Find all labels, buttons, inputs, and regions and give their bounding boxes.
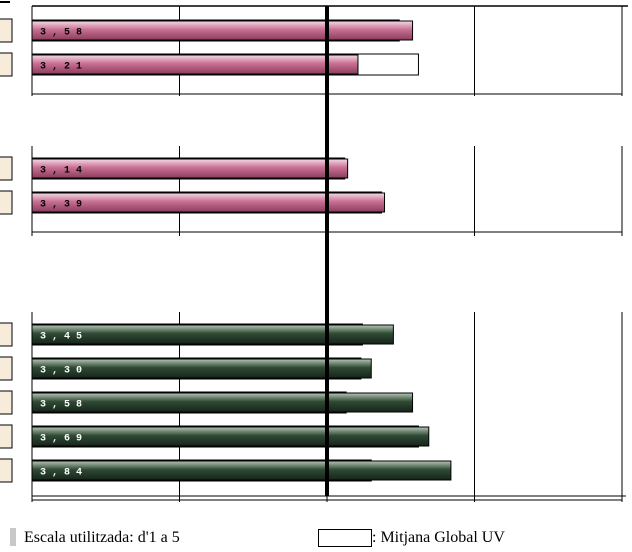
legend-swatch: [318, 529, 372, 547]
category-stub: [0, 356, 13, 381]
bar-chart: 3 , 5 8 3 , 2 1 3 , 1 4 3 , 3 9 3 , 4 5 3 , 3…: [0, 1, 628, 502]
bar: [31, 426, 430, 447]
category-stub: [0, 190, 13, 215]
bar: [31, 392, 414, 413]
data-label: 3 , 1 4: [40, 166, 82, 177]
data-label: 3 , 6 9: [40, 434, 82, 445]
bar: [31, 460, 452, 481]
category-stub: [0, 458, 13, 483]
category-stub: [0, 18, 13, 43]
bar: [31, 324, 394, 345]
category-stub: [0, 156, 13, 181]
data-label: 3 , 4 5: [40, 332, 82, 343]
scale-note-text: Escala utilitzada: d'1 a 5: [24, 529, 180, 546]
data-label: 3 , 3 9: [40, 200, 82, 211]
bar: [31, 192, 386, 213]
category-stub: [0, 322, 13, 347]
category-stub: [0, 390, 13, 415]
bar: [31, 158, 349, 179]
legend: : Mitjana Global UV: [318, 524, 505, 552]
bar: [31, 358, 372, 379]
scale-note: Escala utilitzada: d'1 a 5: [24, 524, 180, 552]
data-label: 3 , 3 0: [40, 366, 82, 377]
data-label: 3 , 8 4: [40, 468, 82, 479]
data-label: 3 , 5 8: [40, 28, 82, 39]
bar: [31, 54, 359, 75]
category-stub: [0, 52, 13, 77]
data-label: 3 , 5 8: [40, 400, 82, 411]
legend-label: : Mitjana Global UV: [372, 529, 505, 546]
category-stub: [0, 424, 13, 449]
data-label: 3 , 2 1: [40, 62, 82, 73]
bar: [31, 20, 414, 41]
left-edge-tab: [10, 528, 16, 546]
